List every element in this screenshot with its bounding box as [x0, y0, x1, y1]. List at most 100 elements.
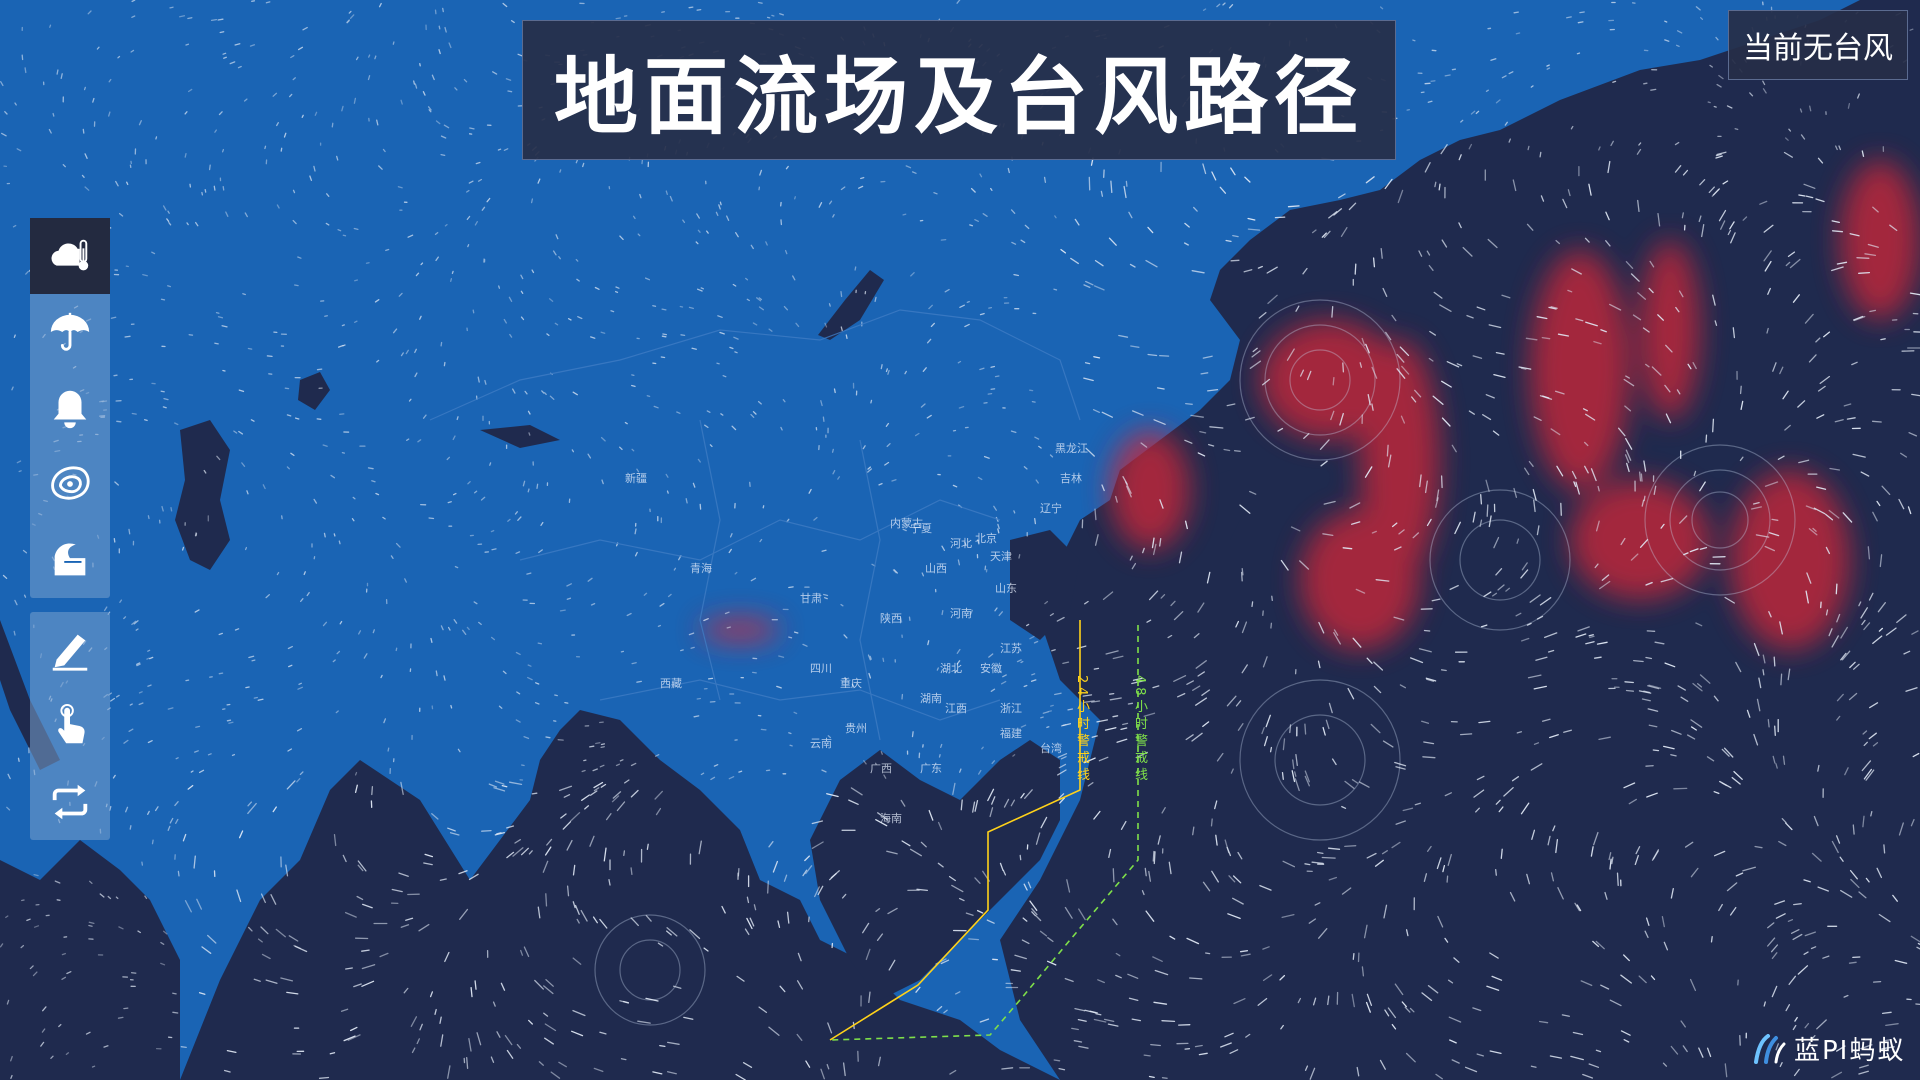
wind-streak: [287, 645, 293, 650]
wind-streak: [654, 790, 663, 800]
wind-streak: [1495, 568, 1503, 576]
wind-streak: [1232, 234, 1239, 238]
wind-streak: [1311, 861, 1324, 865]
wind-streak: [1240, 953, 1251, 957]
wind-streak: [1475, 110, 1480, 115]
wind-streak: [1074, 218, 1080, 226]
wind-streak: [1532, 488, 1537, 501]
wind-streak: [1646, 792, 1658, 798]
wind-streak: [444, 223, 448, 227]
wind-streak: [1193, 633, 1200, 639]
wind-streak: [1339, 412, 1344, 426]
wind-streak: [1611, 856, 1614, 865]
wind-streak: [1546, 64, 1550, 67]
wind-streak: [1297, 997, 1302, 1004]
wind-streak: [851, 683, 855, 688]
wind-streak: [1785, 822, 1793, 831]
wind-streak: [257, 698, 264, 701]
wind-streak: [1232, 897, 1244, 905]
refresh-button[interactable]: [30, 764, 110, 840]
wind-streak: [0, 943, 4, 948]
wind-streak: [722, 375, 727, 378]
wind-streak: [1572, 1031, 1584, 1036]
wind-streak: [1650, 975, 1656, 981]
wind-streak: [1567, 289, 1573, 293]
wind-streak: [316, 368, 323, 371]
wind-streak: [290, 55, 295, 59]
wind-streak: [264, 145, 267, 150]
warning-line-24h: [829, 620, 1081, 1041]
wind-streak: [1328, 702, 1333, 714]
wind-streak: [1020, 239, 1026, 244]
wind-streak: [1889, 224, 1898, 232]
wind-streak: [1639, 539, 1649, 548]
place-label: 海南: [880, 812, 902, 825]
wind-streak: [142, 273, 148, 277]
wind-streak: [1612, 80, 1617, 83]
cloud-thermometer-icon: [51, 239, 89, 271]
wind-streak: [715, 211, 719, 217]
wind-streak: [1867, 546, 1871, 560]
wind-streak: [614, 290, 619, 294]
wind-streak: [242, 293, 246, 296]
wind-streak: [1295, 753, 1298, 767]
wind-streak: [131, 620, 137, 626]
wind-streak: [1447, 979, 1454, 984]
wind-streak: [868, 991, 871, 1004]
wind-streak: [354, 784, 358, 794]
rain-layer-button[interactable]: [30, 294, 110, 370]
draw-button[interactable]: [30, 612, 110, 688]
wind-streak: [1397, 189, 1404, 204]
wind-streak: [1771, 952, 1778, 960]
point-query-button[interactable]: [30, 688, 110, 764]
wind-streak: [782, 399, 786, 403]
wind-streak: [1431, 598, 1441, 602]
alert-layer-button[interactable]: [30, 370, 110, 446]
wind-streak: [1280, 1024, 1284, 1030]
wind-streak: [1589, 635, 1595, 639]
wind-streak: [1085, 280, 1094, 286]
weather-layer-button[interactable]: [30, 218, 110, 294]
wind-streak: [603, 847, 607, 862]
wind-streak: [1521, 637, 1530, 642]
wind-streak: [1233, 450, 1241, 452]
wind-streak: [1309, 1067, 1316, 1080]
wind-streak: [450, 704, 453, 709]
wind-streak: [630, 789, 639, 798]
wind-streak: [1822, 955, 1830, 959]
wind-streak: [1322, 533, 1334, 537]
ocean-layer-button[interactable]: [30, 522, 110, 598]
wind-streak: [1521, 562, 1528, 571]
wind-streak: [1043, 176, 1047, 183]
wind-streak: [845, 334, 848, 340]
wind-streak: [1131, 410, 1144, 416]
wind-streak: [1805, 590, 1809, 604]
wind-streak: [669, 195, 673, 202]
wind-streak: [452, 492, 457, 496]
wind-streak: [1438, 183, 1441, 191]
wind-streak: [1714, 320, 1718, 326]
wind-streak: [1352, 953, 1355, 960]
wind-streak: [118, 926, 124, 930]
title-panel: 地面流场及台风路径: [522, 20, 1396, 160]
wind-streak: [358, 630, 362, 635]
wind-streak: [1193, 206, 1198, 212]
wind-streak: [223, 1069, 231, 1073]
wind-streak: [885, 368, 888, 373]
wind-streak: [337, 229, 342, 232]
wind-streak: [236, 889, 242, 903]
wind-streak: [1194, 1044, 1203, 1048]
wind-streak: [1650, 88, 1657, 91]
wind-streak: [1153, 419, 1166, 425]
wind-streak: [246, 490, 249, 495]
wind-streak: [1779, 621, 1783, 635]
wind-streak: [1839, 856, 1844, 862]
wind-streak: [759, 169, 763, 176]
wind-streak: [138, 702, 144, 706]
wind-streak: [1078, 1045, 1089, 1049]
typhoon-layer-button[interactable]: [30, 446, 110, 522]
wind-streak: [1432, 395, 1444, 405]
wind-streak: [1281, 913, 1295, 919]
wind-streak: [1395, 820, 1406, 825]
